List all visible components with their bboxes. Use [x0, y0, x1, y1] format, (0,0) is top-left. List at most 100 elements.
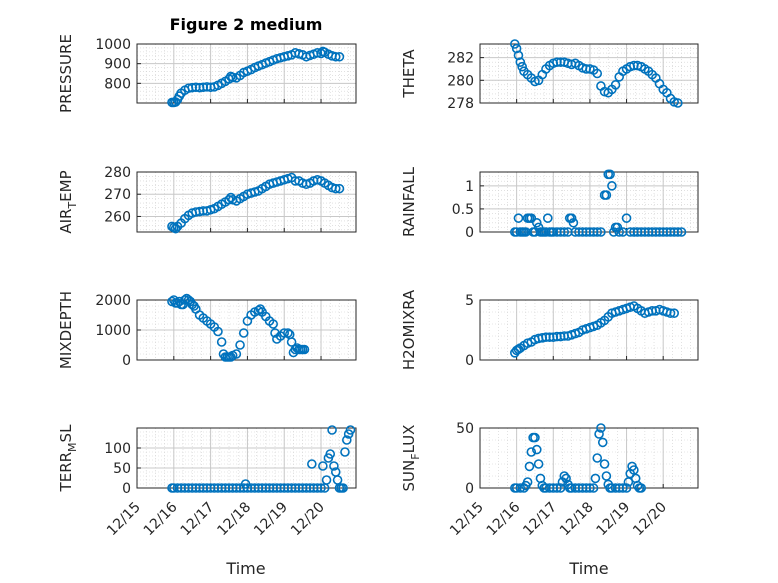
- y-tick-label: 0: [122, 353, 131, 369]
- data-point: [216, 337, 227, 347]
- data-point: [515, 483, 526, 493]
- data-point: [318, 461, 328, 471]
- data-point: [585, 483, 595, 493]
- x-tick-label: 12/19: [251, 499, 291, 539]
- data-point: [530, 432, 540, 443]
- data-point: [316, 483, 326, 493]
- x-tick-label: 12/18: [214, 499, 254, 539]
- panel-terr-msl: 0 50 100 TERRMSL 12/1512/1612/1712/1812/1912…: [57, 424, 357, 539]
- data-point: [170, 223, 181, 234]
- data-point: [592, 68, 603, 79]
- data-point: [330, 183, 341, 194]
- data-point: [614, 227, 625, 237]
- data-point: [618, 483, 628, 493]
- data-point: [621, 213, 632, 223]
- y-tick-label: 900: [104, 57, 131, 73]
- y-tick-label: 260: [104, 209, 131, 225]
- data-point: [607, 181, 617, 191]
- data-point: [325, 449, 336, 459]
- data-point: [669, 308, 679, 319]
- data-point: [515, 57, 526, 67]
- data-point: [636, 483, 647, 493]
- y-tick-label: 280: [447, 73, 474, 89]
- data-point: [673, 227, 683, 237]
- data-point: [340, 447, 350, 457]
- x-tick-label: 12/18: [557, 499, 597, 539]
- x-tick-label: 12/15: [447, 499, 487, 539]
- y-tick-label: 2000: [95, 293, 131, 309]
- data-point: [599, 459, 610, 469]
- data-point: [533, 459, 544, 469]
- data-point: [561, 473, 571, 484]
- panel-theta: 278 280 282 THETA: [400, 39, 699, 112]
- data-point: [345, 425, 356, 435]
- axes-box: [136, 43, 357, 104]
- data-point: [180, 295, 190, 305]
- x-tick-label: 12/20: [630, 499, 670, 539]
- y-tick-label: 270: [104, 187, 131, 203]
- x-tick-label: 12/16: [141, 499, 181, 539]
- x-tick-label: 12/17: [520, 499, 560, 539]
- data-point: [610, 80, 621, 90]
- y-tick-label: 0: [465, 225, 474, 241]
- y-tick-label: 800: [104, 76, 131, 92]
- y-tick-label: 1000: [95, 37, 131, 53]
- data-point: [510, 39, 520, 49]
- data-point: [279, 328, 290, 338]
- data-point: [286, 337, 297, 347]
- y-tick-label: 100: [104, 441, 131, 457]
- y-axis-label: MIXDEPTH: [57, 291, 75, 369]
- y-axis-label: SUNFLUX: [400, 425, 422, 492]
- data-point: [329, 461, 339, 471]
- data-point: [334, 183, 345, 194]
- data-point: [338, 483, 348, 493]
- data-point: [605, 169, 615, 180]
- figure-title: Figure 2 medium: [170, 15, 323, 34]
- data-point: [612, 222, 623, 233]
- panel-pressure: 800 900 1000 PRESSURE: [57, 34, 357, 113]
- data-point: [517, 61, 527, 72]
- y-tick-label: 0: [465, 353, 474, 369]
- data-point: [590, 473, 601, 484]
- data-point: [238, 328, 249, 338]
- y-axis-label: PRESSURE: [57, 34, 75, 113]
- data-point: [665, 308, 676, 319]
- y-axis-label: THETA: [400, 49, 418, 99]
- data-point: [594, 429, 604, 439]
- x-tick-label: 12/17: [178, 499, 218, 539]
- data-point: [596, 423, 606, 433]
- y-tick-label: 5: [465, 293, 474, 309]
- data-point: [268, 319, 278, 329]
- data-point: [513, 213, 524, 223]
- y-tick-label: 278: [447, 96, 474, 112]
- y-axis-label: AIRTEMP: [57, 170, 79, 233]
- data-point: [592, 453, 603, 463]
- data-point: [307, 459, 317, 469]
- data-point: [332, 475, 343, 485]
- data-point: [588, 483, 599, 493]
- y-tick-label: 280: [104, 165, 131, 181]
- panel-mixdepth: 0 1000 2000 MIXDEPTH: [57, 291, 357, 369]
- data-point: [524, 461, 535, 472]
- data-point: [526, 447, 537, 457]
- data-point: [531, 444, 542, 455]
- y-axis-label: H2OMIXRA: [400, 289, 418, 370]
- data-point: [676, 227, 687, 237]
- data-point: [568, 217, 579, 228]
- y-tick-label: 1: [465, 179, 474, 195]
- y-axis-label: TERRMSL: [57, 424, 79, 493]
- data-point: [566, 213, 577, 223]
- y-tick-label: 282: [447, 51, 474, 67]
- y-tick-label: 0: [465, 481, 474, 497]
- data-point: [592, 227, 603, 237]
- data-point: [621, 483, 632, 493]
- data-point: [597, 437, 608, 448]
- y-tick-label: 50: [456, 421, 474, 437]
- data-point: [327, 425, 337, 435]
- data-point: [513, 50, 524, 61]
- y-tick-label: 0.5: [452, 202, 474, 218]
- x-axis-label-right: Time: [568, 559, 608, 578]
- data-point: [341, 435, 352, 445]
